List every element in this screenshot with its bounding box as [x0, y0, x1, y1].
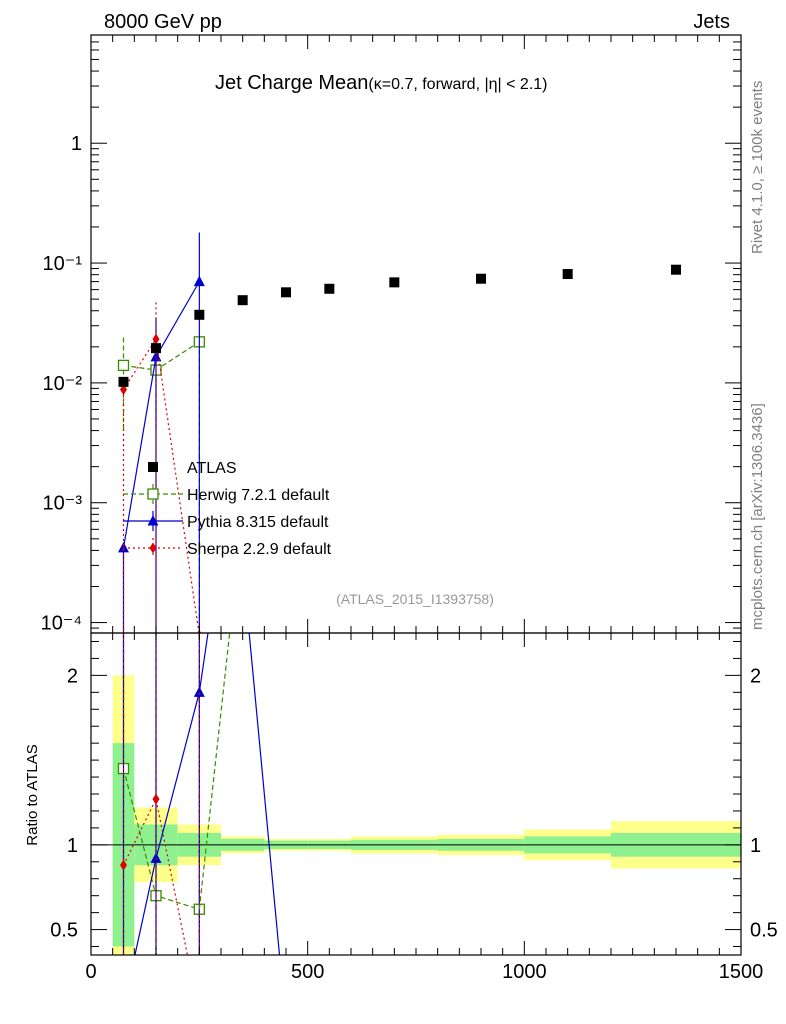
legend-marker-sherpa: [149, 542, 157, 554]
y-tick-label-main: 10⁻¹: [43, 253, 83, 275]
atlas-data-point: [118, 376, 129, 387]
y-tick-label-ratio-left: 0.5: [50, 920, 78, 942]
legend-marker-atlas: [148, 462, 158, 472]
legend-label-pythia: Pythia 8.315 default: [187, 514, 329, 531]
sherpa-ratio-point: [120, 859, 127, 871]
legend-label-atlas: ATLAS: [187, 460, 237, 477]
atlas-data-point: [151, 343, 161, 354]
plot-title: Jet Charge Mean(κ=0.7, forward, |η| < 2.…: [215, 72, 547, 94]
pythia-ratio-point: [118, 1002, 129, 1013]
legend: ATLAS Herwig 7.2.1 default Pythia 8.315 de…: [123, 460, 332, 558]
x-tick-label: 1000: [502, 961, 547, 983]
pythia-point: [150, 350, 162, 362]
herwig-ratio-offscale-up: [198, 633, 231, 910]
pythia-point: [193, 275, 205, 287]
atlas-data-point: [281, 287, 291, 298]
y-tick-label-main: 10⁻³: [43, 493, 83, 515]
pythia-line: [122, 281, 200, 548]
analysis-tag: (ATLAS_2015_I1393758): [336, 591, 494, 607]
x-tick-label: 1500: [719, 961, 764, 983]
x-tick-label: 0: [85, 961, 96, 983]
legend-marker-herwig: [147, 488, 159, 500]
main-panel-marks: [117, 232, 681, 633]
sherpa-ratio-point: [152, 793, 160, 805]
sherpa-point: [152, 333, 160, 345]
pythia-ratio-offscale-down: [248, 633, 281, 955]
header-energy: 8000 GeV pp: [104, 11, 222, 33]
axes: 0 500 1000 1500 1 10⁻¹ 10⁻² 10⁻³ 10⁻⁴ 0.5 0.5 1 1 2 2: [41, 34, 778, 983]
y-tick-label-ratio-right: 2: [750, 665, 761, 687]
y-tick-label-ratio-left: 1: [67, 835, 78, 857]
pythia-ratio-offscale-up: [198, 633, 209, 693]
rivet-version-label: Rivet 4.1.0, ≥ 100k events: [749, 81, 766, 254]
legend-label-sherpa: Sherpa 2.2.9 default: [187, 541, 332, 558]
atlas-data-point: [476, 273, 486, 284]
legend-label-herwig: Herwig 7.2.1 default: [187, 487, 330, 504]
y-tick-label-main: 10⁻²: [43, 373, 83, 395]
ratio-panel-marks: [91, 633, 741, 1019]
y-tick-label-ratio-right: 1: [750, 835, 761, 857]
atlas-data-point: [237, 295, 248, 306]
ratio-bands: [112, 675, 741, 955]
y-tick-label-ratio-left: 2: [67, 665, 78, 687]
header-process: Jets: [693, 11, 730, 33]
ratio-axis-label: Ratio to ATLAS: [24, 744, 41, 845]
y-tick-label-main: 1: [71, 133, 82, 155]
herwig-point: [117, 359, 130, 372]
atlas-data-point: [194, 309, 205, 320]
atlas-data-point: [562, 269, 573, 280]
sherpa-ratio-point: [196, 1008, 203, 1019]
mcplots-label: mcplots.cern.ch [arXiv:1306.3436]: [749, 403, 766, 630]
pythia-ratio-point: [150, 852, 162, 863]
atlas-data-point: [389, 277, 400, 288]
y-tick-label-ratio-right: 0.5: [750, 920, 778, 942]
y-tick-label-main: 10⁻⁴: [41, 613, 82, 635]
ratio-frame: [90, 632, 742, 956]
atlas-data-point: [671, 264, 681, 275]
atlas-data-point: [324, 283, 335, 294]
legend-marker-pythia: [147, 515, 159, 526]
pythia-point: [118, 541, 129, 553]
plot-title-sub: (κ=0.7, forward, |η| < 2.1): [368, 76, 547, 93]
x-tick-label: 500: [291, 961, 324, 983]
plot-title-main: Jet Charge Mean: [215, 72, 368, 94]
